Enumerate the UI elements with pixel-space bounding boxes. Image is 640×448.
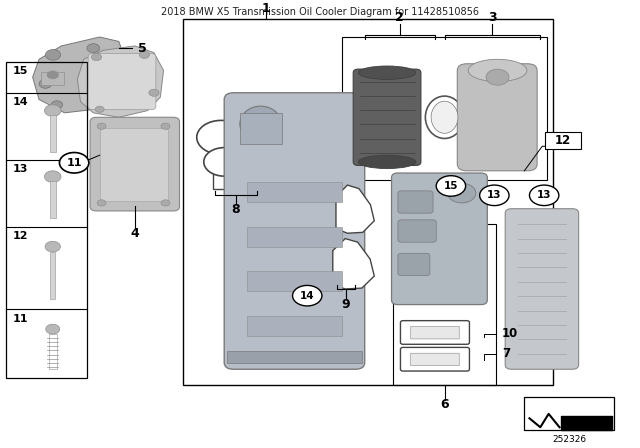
Text: 12: 12 bbox=[554, 134, 571, 147]
Bar bbox=[545, 133, 580, 149]
Bar bbox=[246, 271, 342, 291]
Circle shape bbox=[204, 147, 244, 176]
Circle shape bbox=[292, 285, 322, 306]
FancyBboxPatch shape bbox=[398, 191, 433, 213]
Text: 10: 10 bbox=[502, 327, 518, 340]
Circle shape bbox=[161, 200, 170, 206]
Text: 5: 5 bbox=[138, 42, 147, 55]
Circle shape bbox=[44, 105, 61, 116]
FancyBboxPatch shape bbox=[411, 327, 460, 339]
FancyBboxPatch shape bbox=[398, 220, 436, 242]
Bar bbox=[524, 397, 614, 431]
Bar bbox=[240, 113, 282, 144]
FancyBboxPatch shape bbox=[392, 173, 487, 305]
Bar bbox=[342, 37, 547, 180]
Text: 1: 1 bbox=[261, 2, 270, 15]
Circle shape bbox=[45, 49, 61, 60]
Circle shape bbox=[44, 171, 61, 182]
Circle shape bbox=[47, 71, 58, 79]
Text: 3: 3 bbox=[488, 11, 497, 24]
Circle shape bbox=[479, 185, 509, 206]
Circle shape bbox=[448, 183, 476, 203]
Ellipse shape bbox=[431, 101, 458, 134]
Bar bbox=[212, 155, 257, 189]
Polygon shape bbox=[333, 239, 374, 289]
Circle shape bbox=[95, 106, 104, 112]
Circle shape bbox=[60, 152, 89, 173]
Circle shape bbox=[45, 324, 60, 334]
Text: 15: 15 bbox=[444, 181, 458, 191]
Circle shape bbox=[100, 90, 113, 99]
Circle shape bbox=[45, 241, 60, 252]
Circle shape bbox=[161, 123, 170, 129]
Polygon shape bbox=[77, 46, 164, 117]
Bar bbox=[246, 316, 342, 336]
Bar bbox=[246, 182, 342, 202]
Circle shape bbox=[436, 176, 466, 196]
Bar bbox=[49, 334, 56, 369]
Ellipse shape bbox=[240, 106, 282, 142]
Circle shape bbox=[39, 79, 52, 88]
FancyBboxPatch shape bbox=[458, 64, 537, 171]
Text: 14: 14 bbox=[300, 291, 314, 301]
FancyBboxPatch shape bbox=[88, 53, 156, 110]
Bar bbox=[6, 61, 87, 378]
Text: 9: 9 bbox=[342, 298, 351, 311]
Text: 13: 13 bbox=[487, 190, 502, 200]
Bar bbox=[50, 252, 55, 299]
FancyBboxPatch shape bbox=[411, 353, 460, 366]
FancyBboxPatch shape bbox=[90, 117, 179, 211]
Text: 11: 11 bbox=[12, 314, 28, 323]
Bar bbox=[227, 351, 362, 362]
Circle shape bbox=[97, 123, 106, 129]
Text: 7: 7 bbox=[502, 347, 510, 360]
FancyBboxPatch shape bbox=[401, 347, 469, 371]
Circle shape bbox=[486, 69, 509, 85]
FancyBboxPatch shape bbox=[401, 321, 469, 344]
Text: 12: 12 bbox=[12, 231, 28, 241]
Text: 13: 13 bbox=[537, 190, 552, 200]
Text: 15: 15 bbox=[12, 66, 28, 76]
Circle shape bbox=[529, 185, 559, 206]
Text: 13: 13 bbox=[12, 164, 28, 174]
Text: 8: 8 bbox=[232, 203, 241, 216]
Circle shape bbox=[51, 101, 63, 109]
Text: 2: 2 bbox=[396, 11, 404, 24]
FancyBboxPatch shape bbox=[505, 209, 579, 369]
Bar bbox=[182, 19, 553, 385]
FancyBboxPatch shape bbox=[353, 69, 421, 165]
Ellipse shape bbox=[468, 59, 527, 82]
Ellipse shape bbox=[426, 96, 464, 138]
Polygon shape bbox=[336, 185, 374, 233]
Text: 14: 14 bbox=[12, 97, 28, 107]
Circle shape bbox=[228, 136, 264, 161]
Circle shape bbox=[97, 200, 106, 206]
FancyBboxPatch shape bbox=[100, 129, 169, 202]
Text: 252326: 252326 bbox=[552, 435, 586, 444]
Circle shape bbox=[196, 121, 245, 154]
Circle shape bbox=[107, 62, 118, 70]
Bar bbox=[394, 224, 495, 385]
FancyBboxPatch shape bbox=[224, 93, 365, 369]
Ellipse shape bbox=[358, 155, 416, 168]
Polygon shape bbox=[33, 37, 125, 113]
Bar bbox=[246, 227, 342, 246]
Text: 6: 6 bbox=[440, 398, 449, 411]
Ellipse shape bbox=[358, 66, 416, 79]
Bar bbox=[41, 72, 64, 85]
Bar bbox=[49, 115, 56, 151]
Text: 4: 4 bbox=[131, 227, 139, 240]
Circle shape bbox=[92, 53, 102, 60]
Text: 2018 BMW X5 Transmission Oil Cooler Diagram for 11428510856: 2018 BMW X5 Transmission Oil Cooler Diag… bbox=[161, 7, 479, 17]
FancyBboxPatch shape bbox=[398, 253, 430, 276]
Bar bbox=[49, 181, 56, 218]
Circle shape bbox=[140, 51, 150, 58]
Circle shape bbox=[87, 44, 100, 52]
Text: 11: 11 bbox=[67, 158, 82, 168]
Circle shape bbox=[149, 89, 159, 96]
